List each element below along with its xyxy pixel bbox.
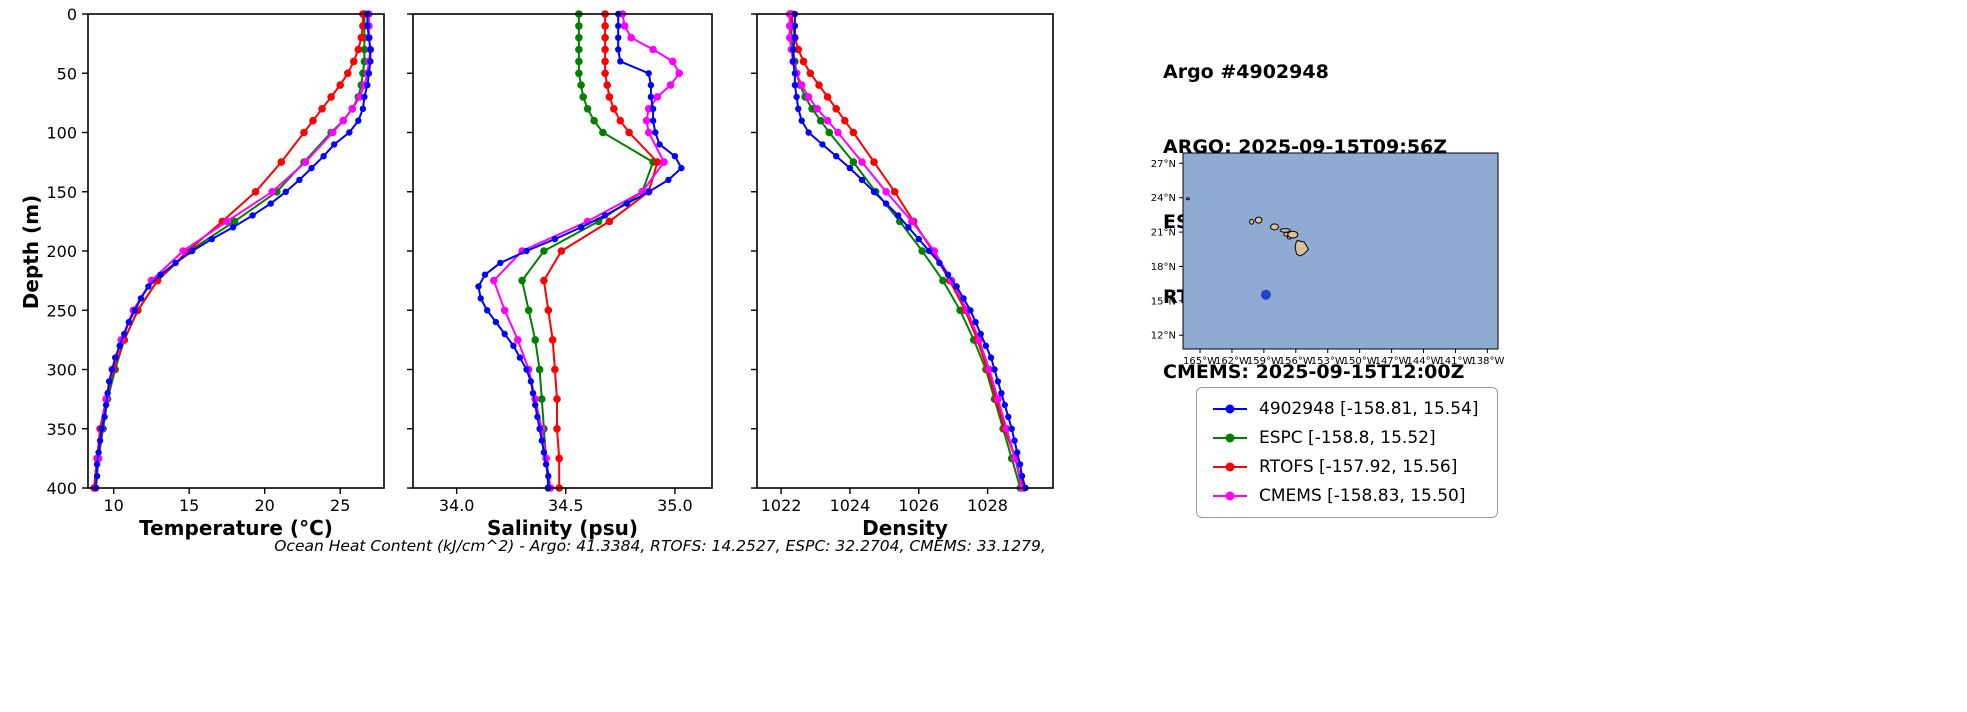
depth-axis-label: Depth (m) (19, 194, 43, 310)
svg-text:156°W: 156°W (1279, 356, 1313, 367)
svg-text:200: 200 (46, 242, 77, 261)
svg-text:24°N: 24°N (1151, 193, 1176, 204)
svg-text:15°N: 15°N (1151, 296, 1176, 307)
svg-text:Temperature (°C): Temperature (°C) (139, 516, 333, 540)
cmems-timestamp: CMEMS: 2025-09-15T12:00Z (1163, 361, 1465, 383)
svg-text:27°N: 27°N (1151, 159, 1176, 170)
svg-text:153°W: 153°W (1311, 356, 1345, 367)
svg-text:138°W: 138°W (1470, 356, 1504, 367)
svg-text:1026: 1026 (898, 496, 939, 515)
legend: 4902948 [-158.81, 15.54] ESPC [-158.8, 1… (1196, 387, 1498, 518)
legend-label-4902948: 4902948 [-158.81, 15.54] (1259, 399, 1479, 419)
temperature-profile-chart: 10 15 20 25050100150200250300350400Temperat… (46, 5, 385, 540)
svg-text:1028: 1028 (967, 496, 1008, 515)
svg-text:100: 100 (46, 124, 77, 143)
location-map: 165°W162°W159°W156°W153°W150°W147°W144°W… (1151, 152, 1504, 367)
svg-text:159°W: 159°W (1247, 356, 1281, 367)
legend-item-rtofs: RTOFS [-157.92, 15.56] (1211, 455, 1483, 479)
svg-text:50: 50 (57, 64, 77, 83)
svg-text:34.0: 34.0 (439, 496, 475, 515)
legend-marker-cmems (1213, 491, 1247, 501)
svg-text:250: 250 (46, 301, 77, 320)
svg-text:400: 400 (46, 479, 77, 498)
svg-text:Salinity (psu): Salinity (psu) (487, 516, 638, 540)
svg-text:21°N: 21°N (1151, 228, 1176, 239)
svg-text:147°W: 147°W (1375, 356, 1409, 367)
legend-item-4902948: 4902948 [-158.81, 15.54] (1211, 397, 1483, 421)
svg-text:25: 25 (330, 496, 350, 515)
svg-text:141°W: 141°W (1438, 356, 1472, 367)
legend-item-cmems: CMEMS [-158.83, 15.50] (1211, 484, 1483, 508)
svg-text:20: 20 (255, 496, 275, 515)
svg-text:35.0: 35.0 (657, 496, 693, 515)
svg-text:150°W: 150°W (1343, 356, 1377, 367)
svg-text:12°N: 12°N (1151, 331, 1176, 342)
svg-text:165°W: 165°W (1183, 356, 1217, 367)
svg-text:Density: Density (862, 516, 948, 540)
legend-label-cmems: CMEMS [-158.83, 15.50] (1259, 486, 1466, 506)
svg-text:34.5: 34.5 (548, 496, 584, 515)
legend-label-rtofs: RTOFS [-157.92, 15.56] (1259, 457, 1458, 477)
legend-marker-rtofs (1213, 462, 1247, 472)
legend-label-espc: ESPC [-158.8, 15.52] (1259, 428, 1436, 448)
svg-text:300: 300 (46, 361, 77, 380)
legend-item-espc: ESPC [-158.8, 15.52] (1211, 426, 1483, 450)
legend-marker-4902948 (1213, 404, 1247, 414)
svg-text:144°W: 144°W (1407, 356, 1441, 367)
svg-text:10: 10 (103, 496, 123, 515)
legend-marker-espc (1213, 433, 1247, 443)
float-title: Argo #4902948 (1163, 61, 1329, 83)
svg-text:162°W: 162°W (1215, 356, 1249, 367)
svg-text:1022: 1022 (761, 496, 802, 515)
svg-text:1024: 1024 (830, 496, 871, 515)
svg-text:15: 15 (179, 496, 199, 515)
svg-text:0: 0 (67, 5, 77, 24)
svg-text:350: 350 (46, 420, 77, 439)
density-profile-chart: 1022 1024 1026 1028 Density (751, 10, 1054, 540)
svg-text:18°N: 18°N (1151, 262, 1176, 273)
ocean-heat-content-caption: Ocean Heat Content (kJ/cm^2) - Argo: 41.… (274, 537, 1046, 555)
salinity-profile-chart: 34.0 34.5 35.0 Salinity (psu) (407, 10, 713, 540)
svg-text:150: 150 (46, 183, 77, 202)
